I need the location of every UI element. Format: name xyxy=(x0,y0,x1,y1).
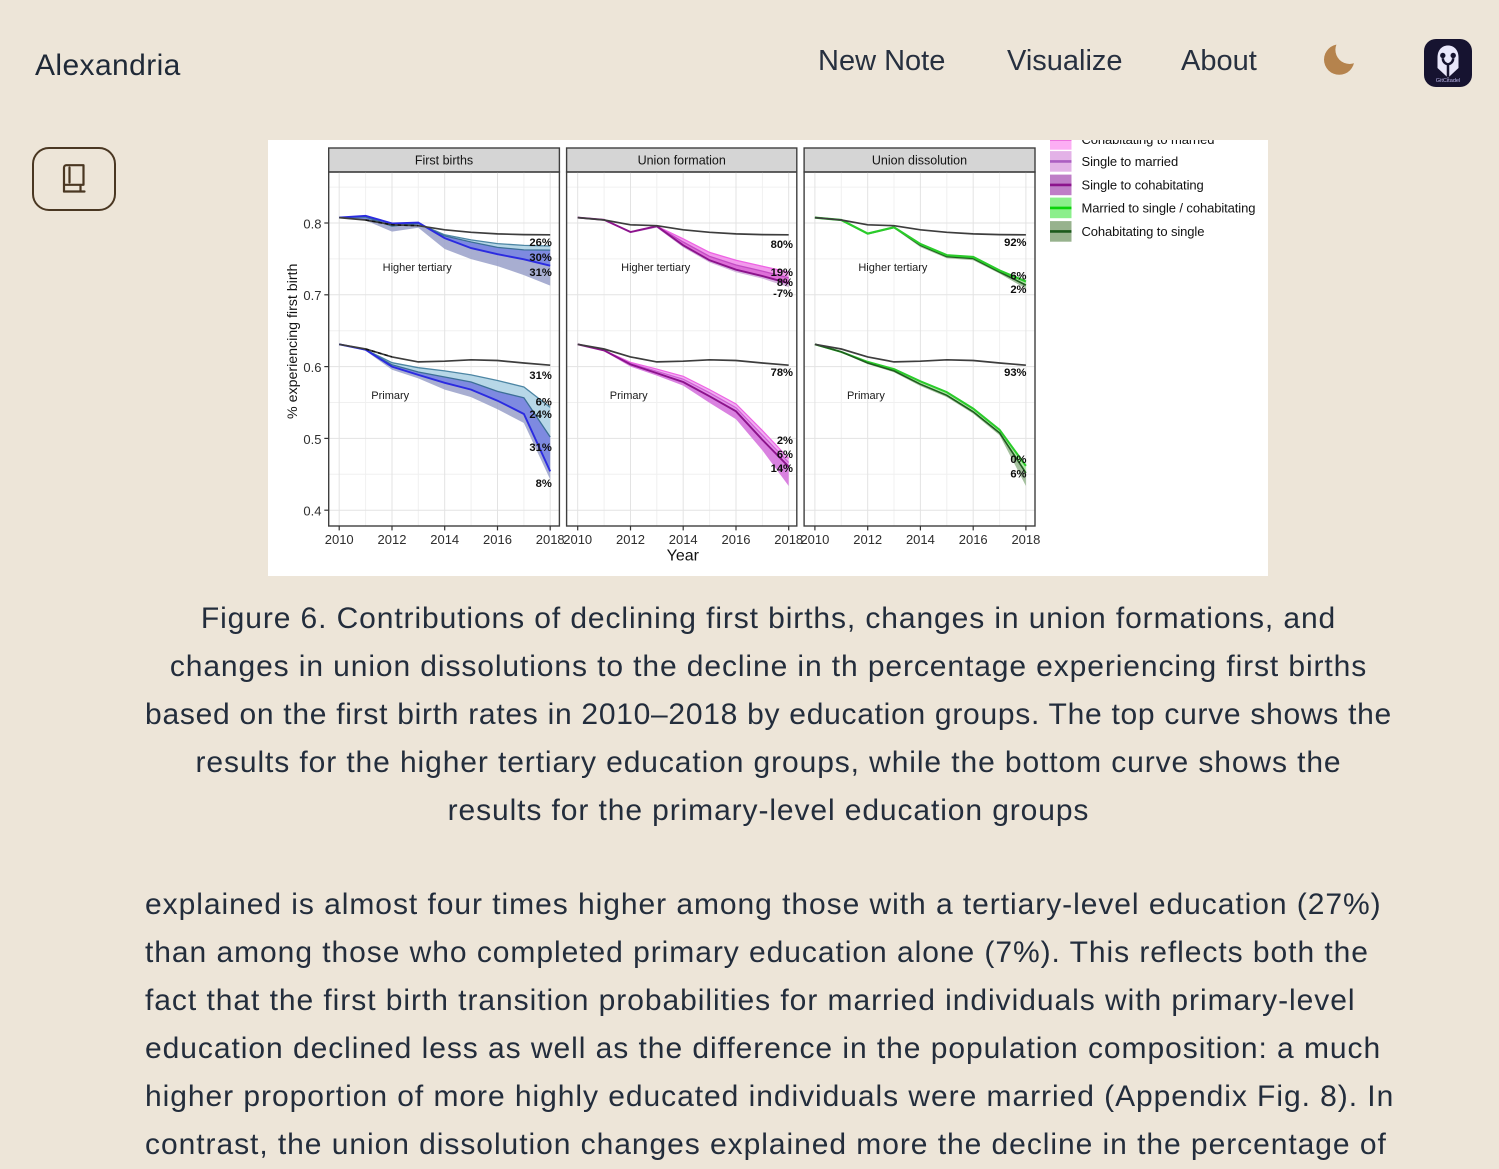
svg-text:0.6: 0.6 xyxy=(303,360,321,375)
svg-text:2014: 2014 xyxy=(906,532,935,547)
svg-text:Union formation: Union formation xyxy=(638,154,726,168)
svg-text:0.5: 0.5 xyxy=(303,432,321,447)
svg-text:Primary: Primary xyxy=(610,390,648,402)
svg-text:2010: 2010 xyxy=(325,532,354,547)
svg-text:2010: 2010 xyxy=(563,532,592,547)
svg-text:19%: 19% xyxy=(771,267,793,279)
svg-text:2%: 2% xyxy=(777,435,793,447)
svg-text:2%: 2% xyxy=(1010,284,1026,296)
svg-text:0.7: 0.7 xyxy=(303,288,321,303)
svg-text:2010: 2010 xyxy=(800,532,829,547)
svg-text:78%: 78% xyxy=(771,367,793,379)
svg-text:2018: 2018 xyxy=(536,532,565,547)
svg-text:-7%: -7% xyxy=(773,288,793,300)
svg-text:31%: 31% xyxy=(529,442,551,454)
svg-text:Primary: Primary xyxy=(847,390,885,402)
svg-text:2016: 2016 xyxy=(959,532,988,547)
svg-text:92%: 92% xyxy=(1004,237,1026,249)
svg-text:2016: 2016 xyxy=(722,532,751,547)
svg-text:8%: 8% xyxy=(536,478,552,490)
svg-text:Higher tertiary: Higher tertiary xyxy=(621,262,691,274)
svg-text:31%: 31% xyxy=(529,267,551,279)
svg-text:2014: 2014 xyxy=(669,532,698,547)
svg-text:0.4: 0.4 xyxy=(303,504,321,519)
svg-text:6%: 6% xyxy=(1010,469,1026,481)
svg-text:Year: Year xyxy=(667,548,700,565)
svg-text:0%: 0% xyxy=(1010,454,1026,466)
svg-text:0.8: 0.8 xyxy=(303,216,321,231)
svg-text:First births: First births xyxy=(415,154,473,168)
svg-text:6%: 6% xyxy=(536,397,552,409)
svg-text:GitCitadel: GitCitadel xyxy=(1436,78,1461,84)
svg-text:14%: 14% xyxy=(771,463,793,475)
svg-text:2016: 2016 xyxy=(483,532,512,547)
svg-text:6%: 6% xyxy=(1010,271,1026,283)
svg-text:Primary: Primary xyxy=(371,390,409,402)
svg-text:30%: 30% xyxy=(529,252,551,264)
svg-text:2014: 2014 xyxy=(430,532,459,547)
svg-text:Cohabitating to married: Cohabitating to married xyxy=(1082,140,1215,147)
svg-text:Single to married: Single to married xyxy=(1082,154,1179,169)
svg-text:8%: 8% xyxy=(777,277,793,289)
svg-text:Married to single / cohabitati: Married to single / cohabitating xyxy=(1082,201,1256,216)
svg-text:2012: 2012 xyxy=(853,532,882,547)
svg-text:2018: 2018 xyxy=(1011,532,1040,547)
svg-text:2012: 2012 xyxy=(378,532,407,547)
svg-text:93%: 93% xyxy=(1004,367,1026,379)
svg-text:% experiencing first birth: % experiencing first birth xyxy=(285,264,301,419)
svg-text:Higher tertiary: Higher tertiary xyxy=(858,262,928,274)
svg-text:80%: 80% xyxy=(771,239,793,251)
svg-text:26%: 26% xyxy=(529,237,551,249)
svg-text:24%: 24% xyxy=(529,409,551,421)
svg-text:2018: 2018 xyxy=(774,532,803,547)
svg-text:31%: 31% xyxy=(529,370,551,382)
svg-text:6%: 6% xyxy=(777,449,793,461)
svg-text:2012: 2012 xyxy=(616,532,645,547)
svg-text:Single to cohabitating: Single to cohabitating xyxy=(1082,178,1204,193)
svg-text:Higher tertiary: Higher tertiary xyxy=(383,262,453,274)
svg-text:Union dissolution: Union dissolution xyxy=(872,154,967,168)
svg-text:Cohabitating to single: Cohabitating to single xyxy=(1082,224,1205,239)
